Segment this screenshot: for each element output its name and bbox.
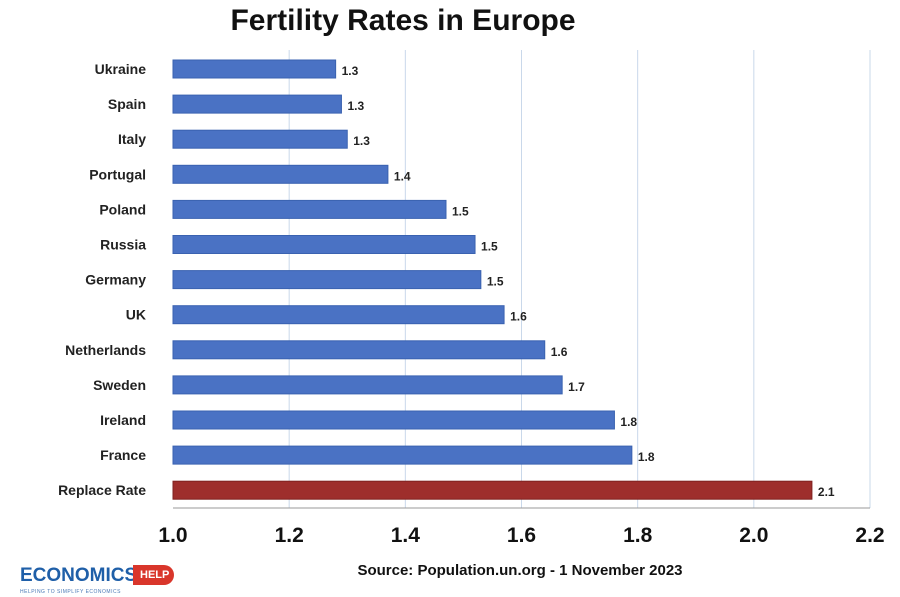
logo-wordmark: ECONOMICS bbox=[20, 565, 138, 586]
category-label: Russia bbox=[100, 237, 146, 253]
economics-help-logo: ECONOMICS HELP HELPING TO SIMPLIFY ECONO… bbox=[20, 563, 175, 597]
category-label: UK bbox=[126, 307, 146, 323]
bar-replace-rate bbox=[172, 480, 813, 500]
value-label: 1.3 bbox=[347, 99, 364, 113]
category-label: France bbox=[100, 447, 146, 463]
x-tick-label: 1.0 bbox=[158, 524, 187, 547]
category-label: Ireland bbox=[100, 412, 146, 428]
value-label: 2.1 bbox=[818, 485, 835, 499]
bar bbox=[172, 235, 476, 254]
category-label: Spain bbox=[108, 96, 146, 112]
value-label: 1.8 bbox=[638, 450, 655, 464]
logo-badge: HELP bbox=[133, 565, 175, 585]
bar bbox=[172, 270, 482, 290]
x-tick-label: 1.8 bbox=[623, 524, 653, 547]
x-axis-ticks: 1.0 1.2 1.4 1.6 1.8 2.0 2.2 bbox=[158, 524, 884, 547]
value-label: 1.7 bbox=[568, 380, 585, 394]
x-tick-label: 1.4 bbox=[391, 524, 421, 547]
value-label: 1.5 bbox=[487, 275, 504, 289]
x-tick-label: 1.2 bbox=[275, 524, 304, 547]
bar bbox=[172, 375, 563, 395]
bar bbox=[172, 305, 505, 325]
category-label: Netherlands bbox=[65, 342, 146, 358]
value-label: 1.3 bbox=[353, 134, 370, 148]
category-label: Poland bbox=[99, 201, 146, 217]
category-label: Replace Rate bbox=[58, 482, 146, 498]
x-tick-label: 1.6 bbox=[507, 524, 536, 547]
x-tick-label: 2.2 bbox=[855, 524, 884, 547]
value-label: 1.6 bbox=[510, 310, 527, 324]
bar bbox=[172, 445, 633, 465]
bar bbox=[172, 129, 348, 149]
value-label: 1.4 bbox=[394, 169, 411, 183]
value-label: 1.8 bbox=[620, 415, 637, 429]
category-label: Italy bbox=[118, 131, 146, 147]
value-label: 1.6 bbox=[551, 345, 568, 359]
bar bbox=[172, 410, 615, 430]
bar bbox=[172, 199, 447, 219]
source-note: Source: Population.un.org - 1 November 2… bbox=[357, 562, 682, 579]
value-labels: 1.3 1.3 1.3 1.4 1.5 1.5 1.5 1.6 1.6 1.7 1.8 1.8 2.1 bbox=[342, 64, 835, 499]
category-label: Germany bbox=[85, 272, 146, 288]
logo-tagline: HELPING TO SIMPLIFY ECONOMICS bbox=[20, 589, 121, 595]
bar bbox=[172, 94, 342, 114]
value-label: 1.3 bbox=[342, 64, 359, 78]
chart-title: Fertility Rates in Europe bbox=[230, 4, 575, 37]
category-label: Portugal bbox=[89, 166, 146, 182]
value-label: 1.5 bbox=[452, 204, 469, 218]
category-label: Ukraine bbox=[95, 61, 147, 77]
category-label: Sweden bbox=[93, 377, 146, 393]
bar bbox=[172, 340, 546, 360]
category-labels: Ukraine Spain Italy Portugal Poland Russia Ger… bbox=[58, 61, 146, 498]
bar bbox=[172, 164, 389, 184]
bars bbox=[172, 59, 813, 500]
bar bbox=[172, 59, 337, 79]
value-label: 1.5 bbox=[481, 240, 498, 254]
x-tick-label: 2.0 bbox=[739, 524, 768, 547]
grid-lines bbox=[173, 50, 871, 509]
